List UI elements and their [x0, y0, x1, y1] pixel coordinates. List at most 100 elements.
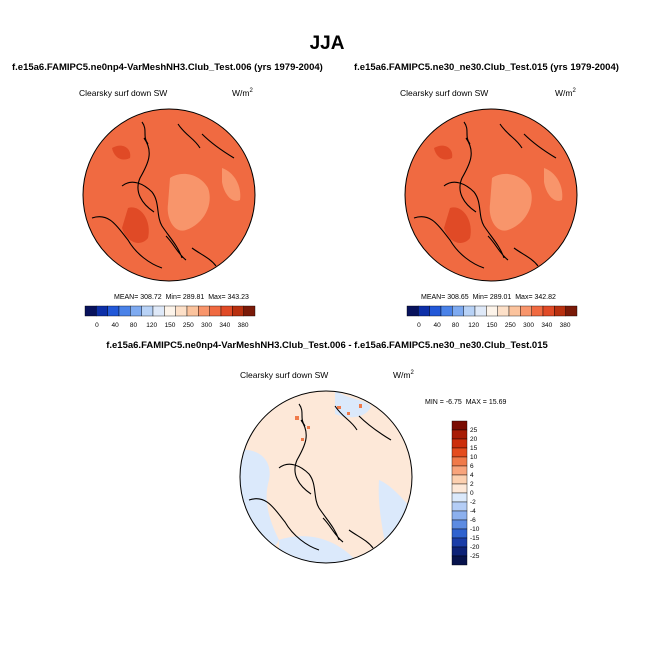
colorbar-tick-label: 300 — [523, 322, 534, 329]
diff-title: f.e15a6.FAMIPC5.ne0np4-VarMeshNH3.Club_T… — [106, 340, 548, 351]
diff-colorbar-swatch — [451, 438, 468, 449]
colorbar-tick-label: 120 — [146, 322, 157, 329]
diff-colorbar-tick-label: -25 — [470, 553, 480, 560]
diff-colorbar-swatch — [451, 519, 468, 530]
diff-colorbar-swatch — [451, 465, 468, 476]
colorbar-swatch — [130, 305, 142, 317]
colorbar-swatch — [440, 305, 453, 317]
diff-colorbar-swatch — [451, 420, 468, 431]
colorbar-swatch — [220, 305, 233, 317]
colorbar-swatch — [107, 305, 120, 317]
diff-colorbar-tick-label: 2 — [470, 481, 474, 488]
diff-variable-label: Clearsky surf down SW — [240, 370, 329, 380]
colorbar-tick-label: 380 — [560, 322, 571, 329]
diff-colorbar-tick-label: -10 — [470, 526, 480, 533]
diff-map-negative-region — [279, 536, 359, 563]
diff-colorbar-swatch — [451, 429, 468, 440]
diff-colorbar-swatch — [451, 555, 468, 566]
diff-map-positive-pixel — [295, 416, 299, 420]
colorbar-swatch — [406, 305, 419, 317]
panel1-map-highvalue-region — [112, 145, 131, 160]
panel2-map-lowvalue-region — [544, 168, 563, 201]
diff-colorbar-tick-label: 0 — [470, 490, 474, 497]
diff-colorbar-tick-label: 15 — [470, 445, 478, 452]
colorbar-swatch — [232, 305, 244, 317]
colorbar-swatch — [209, 305, 222, 317]
colorbar-swatch — [96, 305, 108, 317]
colorbar-tick-label: 250 — [505, 322, 516, 329]
colorbar-swatch — [565, 305, 578, 317]
colorbar-swatch — [429, 305, 442, 317]
diff-colorbar-swatch — [451, 510, 468, 521]
diff-polar-map — [239, 390, 413, 564]
colorbar-swatch — [243, 305, 256, 317]
diff-colorbar-swatch — [451, 456, 468, 467]
diff-colorbar-tick-label: 4 — [470, 472, 474, 479]
colorbar-tick-label: 150 — [165, 322, 176, 329]
diff-colorbar-tick-label: 25 — [470, 427, 478, 434]
diff-colorbar-tick-label: -20 — [470, 544, 480, 551]
colorbar-swatch — [84, 305, 97, 317]
diff-colorbar-tick-label: -6 — [470, 517, 476, 524]
colorbar-swatch — [520, 305, 532, 317]
panel2-min: 289.01 — [489, 294, 512, 301]
panel2-colorbar: 0 40 80 120 150 250 300 340 380 — [406, 305, 578, 329]
colorbar-swatch — [531, 305, 544, 317]
diff-colorbar-tick-label: 20 — [470, 436, 478, 443]
diff-map-positive-pixel — [307, 426, 310, 429]
diff-max: 15.69 — [488, 399, 507, 406]
diff-colorbar-swatch — [451, 528, 468, 539]
colorbar-swatch — [542, 305, 555, 317]
colorbar-tick-label: 80 — [452, 322, 460, 329]
diff-colorbar-swatch — [451, 447, 468, 458]
diff-colorbar-swatch — [451, 501, 468, 512]
colorbar-swatch — [175, 305, 188, 317]
diff-colorbar-swatch — [451, 546, 468, 557]
diff-map-positive-pixel — [337, 406, 341, 409]
diff-colorbar-tick-label: 10 — [470, 454, 478, 461]
diff-colorbar-swatch — [451, 492, 468, 503]
diff-map-negative-region — [335, 391, 371, 418]
diff-colorbar-swatch — [451, 537, 468, 548]
colorbar-tick-label: 340 — [219, 322, 230, 329]
panel2-max: 342.82 — [534, 294, 556, 301]
panel1-max: 343.23 — [227, 294, 249, 301]
colorbar-swatch — [418, 305, 430, 317]
colorbar-tick-label: 300 — [201, 322, 212, 329]
panel1-map-coastlines — [91, 121, 235, 269]
panel2-stats: MEAN= 308.65 Min= 289.01 Max= 342.82 — [421, 294, 556, 301]
panel1-map-lowvalue-region — [167, 173, 210, 231]
panel2-mean: 308.65 — [447, 294, 469, 301]
colorbar-swatch — [474, 305, 487, 317]
panel2-units: W/m2 — [555, 88, 576, 98]
panel2-map-coastlines — [413, 121, 557, 269]
panel2-variable-label: Clearsky surf down SW — [400, 88, 489, 98]
panel1-mean: 308.72 — [140, 294, 162, 301]
diff-colorbar-tick-label: -15 — [470, 535, 480, 542]
colorbar-swatch — [463, 305, 476, 317]
diff-colorbar-tick-label: 6 — [470, 463, 474, 470]
panel2-map-highvalue-region — [434, 145, 453, 160]
colorbar-tick-label: 150 — [487, 322, 498, 329]
diff-map-positive-pixel — [301, 438, 304, 441]
diff-map-positive-pixel — [359, 404, 362, 408]
panel2-map-lowvalue-region — [489, 173, 532, 231]
colorbar-swatch — [497, 305, 510, 317]
colorbar-swatch — [554, 305, 566, 317]
panel1-polar-map — [82, 108, 256, 282]
colorbar-tick-label: 80 — [130, 322, 138, 329]
diff-units: W/m2 — [393, 370, 414, 380]
diff-colorbar-swatch — [451, 474, 468, 485]
colorbar-tick-label: 0 — [417, 322, 421, 329]
colorbar-swatch — [486, 305, 498, 317]
colorbar-swatch — [164, 305, 176, 317]
panel1-map-highvalue-region — [122, 207, 149, 243]
colorbar-tick-label: 120 — [468, 322, 479, 329]
colorbar-swatch — [152, 305, 165, 317]
diff-colorbar-swatch — [451, 483, 468, 494]
panel2-polar-map — [404, 108, 578, 282]
panel1-colorbar: 0 40 80 120 150 250 300 340 380 — [84, 305, 256, 329]
panel1-map-lowvalue-region — [222, 168, 241, 201]
colorbar-tick-label: 0 — [95, 322, 99, 329]
